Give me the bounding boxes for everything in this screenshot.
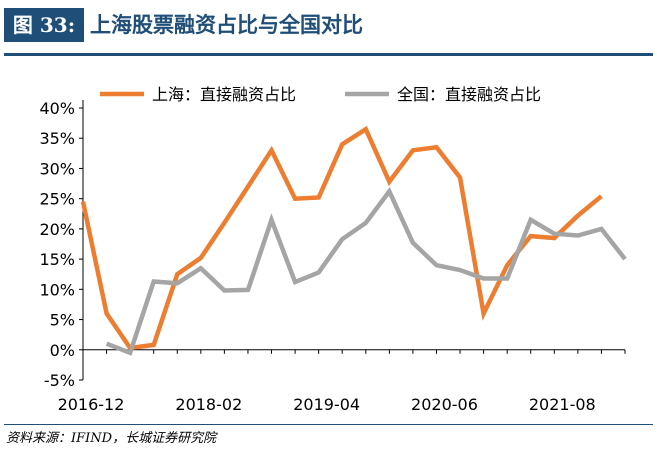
legend-label: 上海：直接融资占比 — [152, 85, 296, 104]
y-tick-label: 10% — [39, 280, 75, 299]
source-note: 资料来源：IFIND，长城证券研究院 — [6, 431, 217, 446]
figure-number-badge: 图 33: — [4, 8, 84, 42]
x-tick-label: 2018-02 — [175, 395, 242, 414]
figure-header: 图 33: 上海股票融资占比与全国对比 — [0, 0, 657, 50]
x-tick-label: 2021-08 — [529, 395, 596, 414]
y-tick-label: 35% — [39, 129, 75, 148]
y-tick-label: 40% — [39, 99, 75, 118]
y-tick-label: 20% — [39, 220, 75, 239]
y-tick-label: 5% — [50, 311, 75, 330]
header-rule — [4, 53, 653, 56]
y-tick-label: 15% — [39, 250, 75, 269]
figure-title: 上海股票融资占比与全国对比 — [90, 12, 363, 37]
x-tick-label: 2016-12 — [58, 395, 125, 414]
y-tick-label: 0% — [50, 341, 75, 360]
y-tick-label: -5% — [44, 371, 75, 390]
national-series-line — [105, 187, 627, 356]
x-tick-label: 2019-04 — [293, 395, 360, 414]
footer-rule — [4, 424, 653, 425]
line-chart: 40% 35% 30% 25% 20% 15% 10% 5% 0% -5% 2016-12 2018-… — [39, 85, 627, 414]
chart-container: 40% 35% 30% 25% 20% 15% 10% 5% 0% -5% 2016-12 2018-… — [0, 58, 657, 422]
y-tick-label: 25% — [39, 190, 75, 209]
y-tick-label: 30% — [39, 159, 75, 178]
legend-label: 全国：直接融资占比 — [397, 85, 541, 104]
x-tick-label: 2020-06 — [411, 395, 478, 414]
